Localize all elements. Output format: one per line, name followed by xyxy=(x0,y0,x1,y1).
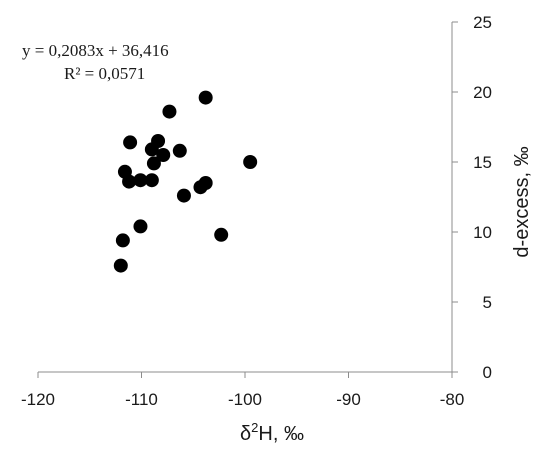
y-tick-label: 10 xyxy=(473,223,492,242)
r-squared-label: R² = 0,0571 xyxy=(64,64,145,83)
data-point-18 xyxy=(198,90,213,105)
data-point-8 xyxy=(144,173,159,188)
x-axis-title-main: δ xyxy=(240,423,251,445)
data-point-1 xyxy=(113,258,128,273)
y-tick-label: 15 xyxy=(473,153,492,172)
x-tick-label: -100 xyxy=(228,390,262,409)
trendline-equation: y = 0,2083x + 36,416 xyxy=(22,41,169,60)
data-point-4 xyxy=(123,135,138,150)
points-layer xyxy=(113,90,258,273)
data-point-5 xyxy=(122,174,137,189)
data-point-13 xyxy=(162,104,177,119)
y-tick-label: 5 xyxy=(483,293,492,312)
x-axis-title: δ2H, ‰ xyxy=(240,420,304,445)
x-tick-label: -120 xyxy=(21,390,55,409)
x-axis-title-rest: H, ‰ xyxy=(258,423,304,445)
x-axis-title-sup: 2 xyxy=(251,420,258,435)
data-point-15 xyxy=(176,188,191,203)
data-point-10 xyxy=(146,156,161,171)
data-point-11 xyxy=(151,134,166,148)
data-point-2 xyxy=(115,233,130,248)
y-tick-label: 25 xyxy=(473,13,492,32)
data-point-14 xyxy=(172,143,187,158)
y-tick-label: 20 xyxy=(473,83,492,102)
data-point-12 xyxy=(156,148,171,162)
x-ticks-layer: -120 -110 -100 -90 -80 xyxy=(21,372,464,409)
data-point-7 xyxy=(133,219,148,234)
data-point-6 xyxy=(133,173,148,188)
y-tick-label: 0 xyxy=(483,363,492,382)
y-axis-title: d-excess, ‰ xyxy=(511,146,533,257)
data-point-20 xyxy=(243,155,258,169)
x-tick-label: -80 xyxy=(440,390,465,409)
data-point-17 xyxy=(198,176,213,190)
x-tick-label: -110 xyxy=(125,390,158,409)
x-tick-label: -90 xyxy=(336,390,361,409)
data-point-19 xyxy=(214,227,229,242)
y-ticks-layer: 0 5 10 15 20 25 xyxy=(452,13,492,382)
